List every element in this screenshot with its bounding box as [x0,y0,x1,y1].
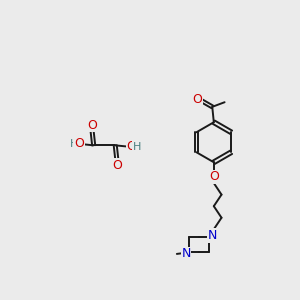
Text: O: O [193,93,202,106]
Text: H: H [70,139,78,149]
Text: N: N [208,229,217,242]
Text: O: O [127,140,136,153]
Text: O: O [87,119,97,132]
Text: O: O [112,159,122,172]
Text: N: N [182,248,191,260]
Text: O: O [74,137,84,150]
Text: O: O [209,170,219,183]
Text: H: H [133,142,141,152]
